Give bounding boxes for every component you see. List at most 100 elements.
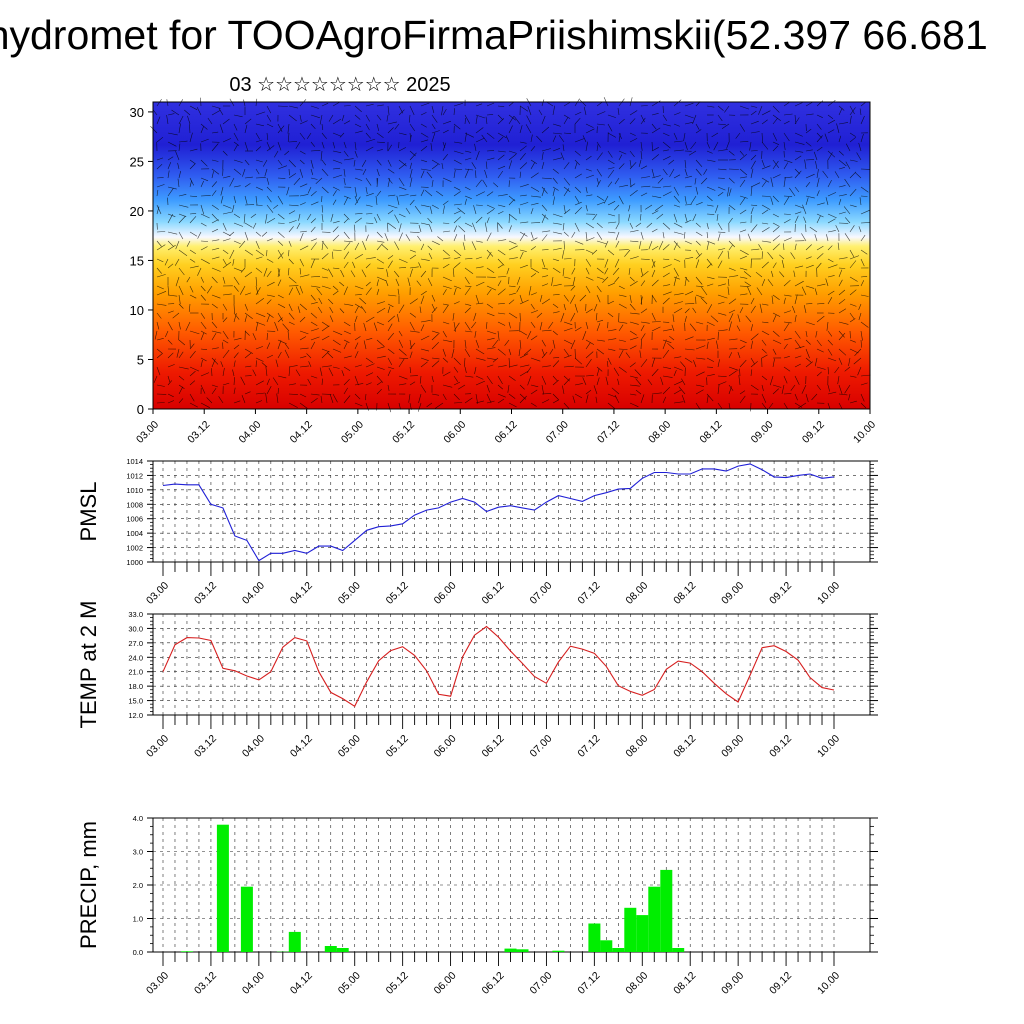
wind-barb [727, 186, 730, 197]
wind-barb [354, 186, 357, 197]
wind-barb [604, 240, 609, 248]
wind-barb [717, 105, 724, 111]
wind-barb [475, 179, 482, 188]
wind-barb [482, 179, 488, 188]
wind-barb [277, 312, 284, 322]
wind-barb [662, 149, 669, 152]
wind-barb [615, 222, 620, 230]
wind-barb [684, 308, 690, 314]
wind-barb [373, 322, 378, 332]
wind-barb [816, 114, 823, 118]
wind-barb [398, 375, 408, 380]
wind-barb [200, 258, 210, 264]
wind-barb [805, 128, 812, 134]
wind-barb [816, 202, 825, 206]
wind-barb [640, 114, 645, 123]
wind-barb [233, 313, 237, 323]
wind-barb [711, 132, 719, 138]
wind-barb [266, 217, 276, 224]
wind-barb [398, 348, 407, 356]
wind-barb [516, 276, 521, 285]
wind-barb [574, 117, 581, 125]
wind-barb [838, 185, 846, 188]
wind-barb [211, 131, 219, 134]
wind-barb [453, 225, 458, 233]
wind-barb [684, 168, 688, 177]
wind-barb [156, 157, 164, 161]
wind-barb [585, 174, 595, 179]
wind-barb [363, 340, 367, 350]
wind-barb [266, 145, 275, 152]
wind-barb [486, 217, 490, 224]
wind-barb [266, 386, 272, 395]
wind-barb [582, 377, 587, 386]
grid [153, 614, 870, 715]
wind-barb [200, 402, 210, 408]
wind-barb [329, 394, 334, 404]
wind-barb [717, 222, 723, 231]
wind-barb [629, 345, 637, 350]
wind-barb [562, 222, 565, 231]
wind-barb [442, 339, 453, 343]
wind-barb [770, 197, 774, 206]
wind-barb [420, 290, 427, 296]
wind-barb [761, 278, 766, 287]
wind-barb [541, 384, 544, 395]
wind-barb [266, 281, 275, 287]
wind-barb [486, 400, 495, 404]
wind-barb [266, 314, 271, 323]
wind-barb [365, 213, 373, 215]
wind-barb [530, 208, 534, 215]
wind-barb [189, 163, 196, 170]
wind-barb [420, 258, 430, 261]
x-tick-label: 04.12 [288, 970, 315, 997]
wind-barb [596, 285, 602, 293]
wind-barb [310, 150, 321, 152]
wind-barb [563, 365, 574, 368]
wind-barb [265, 393, 268, 404]
wind-barb [824, 133, 829, 143]
wind-barb [563, 186, 571, 193]
wind-barb [156, 99, 162, 107]
wind-barb [497, 375, 503, 385]
wind-barb [431, 179, 434, 188]
wind-barb [805, 330, 808, 338]
wind-barb [475, 400, 484, 404]
wind-barb [167, 231, 178, 235]
wind-barb [607, 213, 616, 217]
wind-barb [398, 194, 409, 197]
wind-barb [541, 177, 552, 180]
wind-barb [560, 152, 565, 161]
wind-barb [761, 227, 770, 233]
wind-barb [673, 301, 683, 305]
x-tick-label: 08.00 [623, 580, 650, 607]
wind-barb [420, 324, 425, 332]
wind-barb [276, 393, 279, 404]
wind-barb [618, 324, 624, 332]
wind-barb [211, 347, 219, 350]
wind-barb [255, 111, 266, 116]
wind-barb [310, 177, 318, 180]
panel-frame [152, 460, 871, 563]
wind-barb [287, 132, 290, 143]
x-tick-label: 09.00 [719, 580, 746, 607]
wind-barb [838, 150, 844, 156]
wind-barb [563, 188, 570, 197]
wind-barb [252, 333, 257, 341]
wind-barb [497, 280, 502, 287]
wind-barb [321, 350, 330, 359]
wind-barb [805, 285, 815, 289]
wind-barb [387, 294, 397, 297]
wind-barb [561, 249, 565, 259]
wind-barb [387, 222, 397, 230]
wind-barb [717, 359, 720, 368]
wind-barb [768, 402, 774, 409]
wind-barb [277, 340, 282, 350]
wind-barb [394, 241, 400, 251]
x-tick-label: 07.12 [595, 419, 622, 446]
wind-barb [398, 177, 405, 187]
wind-barb [341, 370, 345, 377]
wind-barb [695, 231, 703, 236]
wind-barb [475, 115, 478, 125]
wind-barb [562, 144, 565, 152]
